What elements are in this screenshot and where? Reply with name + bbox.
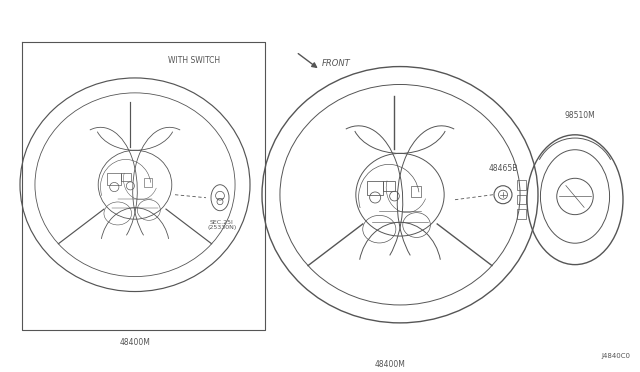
Bar: [108, 173, 121, 185]
Text: 48400M: 48400M: [374, 360, 405, 369]
Bar: [144, 178, 152, 187]
Text: SEC.25I
(25330N): SEC.25I (25330N): [207, 220, 237, 231]
Text: 98510M: 98510M: [564, 111, 595, 120]
Text: J4840C0: J4840C0: [601, 353, 630, 359]
Text: WITH SWITCH: WITH SWITCH: [168, 56, 220, 65]
Bar: [517, 209, 526, 218]
Bar: [517, 180, 526, 190]
Bar: [383, 181, 395, 190]
Bar: [121, 173, 131, 181]
Bar: [367, 181, 383, 195]
Bar: [411, 186, 421, 198]
Text: FRONT: FRONT: [322, 59, 351, 68]
Bar: [517, 195, 526, 204]
Text: 48400M: 48400M: [120, 337, 150, 347]
Text: 48465B: 48465B: [488, 164, 518, 173]
